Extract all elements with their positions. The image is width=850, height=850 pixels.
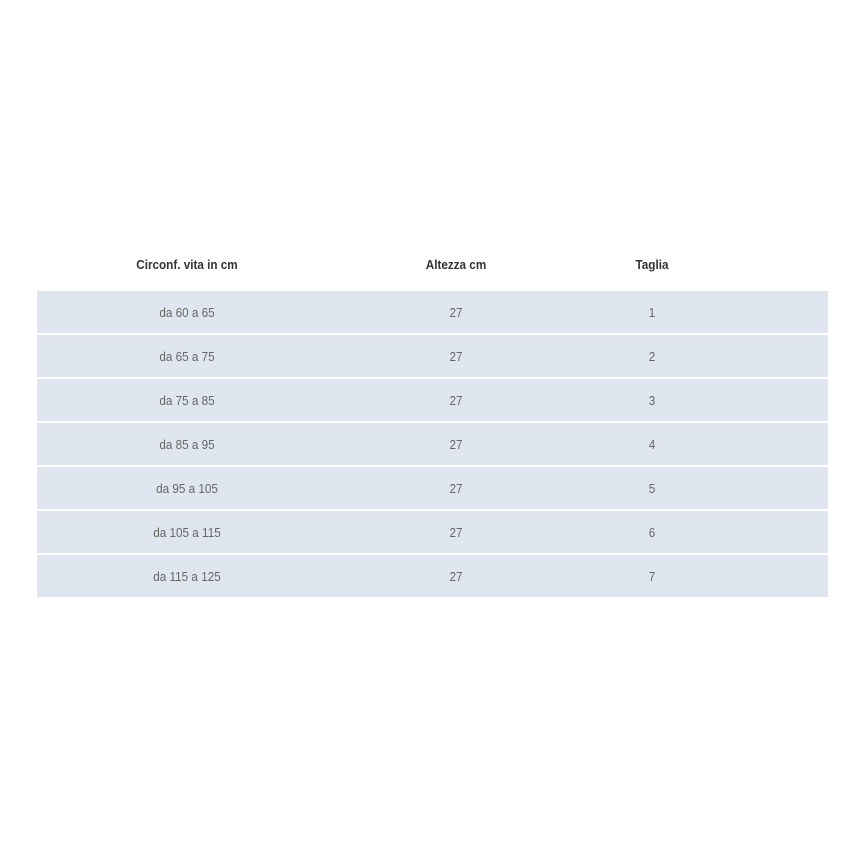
- cell-height: 27: [449, 568, 463, 584]
- cell-waist: da 75 a 85: [159, 392, 215, 408]
- cell-size: 5: [648, 480, 656, 496]
- cell-waist: da 95 a 105: [156, 480, 218, 496]
- cell-size: 2: [648, 348, 656, 364]
- cell-height: 27: [449, 524, 463, 540]
- cell-size: 3: [648, 392, 656, 408]
- header-size: Taglia: [635, 256, 669, 272]
- cell-waist: da 85 a 95: [159, 436, 215, 452]
- cell-waist: da 60 a 65: [159, 304, 215, 320]
- table-row: da 85 a 95 27 4: [37, 423, 828, 465]
- header-waist: Circonf. vita in cm: [136, 256, 238, 272]
- table-row: da 60 a 65 27 1: [37, 291, 828, 333]
- cell-size: 1: [648, 304, 656, 320]
- cell-waist: da 105 a 115: [153, 524, 221, 540]
- table-row: da 95 a 105 27 5: [37, 467, 828, 509]
- table-row: da 105 a 115 27 6: [37, 511, 828, 553]
- header-height: Altezza cm: [425, 256, 487, 272]
- cell-height: 27: [449, 348, 463, 364]
- table-row: da 115 a 125 27 7: [37, 555, 828, 597]
- cell-size: 6: [648, 524, 656, 540]
- table-header: Circonf. vita in cm Altezza cm Taglia: [37, 250, 828, 291]
- table-row: da 75 a 85 27 3: [37, 379, 828, 421]
- cell-height: 27: [449, 392, 463, 408]
- size-table: Circonf. vita in cm Altezza cm Taglia da…: [37, 250, 828, 599]
- cell-size: 4: [648, 436, 656, 452]
- cell-height: 27: [449, 436, 463, 452]
- table-row: da 65 a 75 27 2: [37, 335, 828, 377]
- cell-waist: da 65 a 75: [159, 348, 215, 364]
- cell-height: 27: [449, 304, 463, 320]
- cell-waist: da 115 a 125: [153, 568, 221, 584]
- cell-height: 27: [449, 480, 463, 496]
- cell-size: 7: [648, 568, 656, 584]
